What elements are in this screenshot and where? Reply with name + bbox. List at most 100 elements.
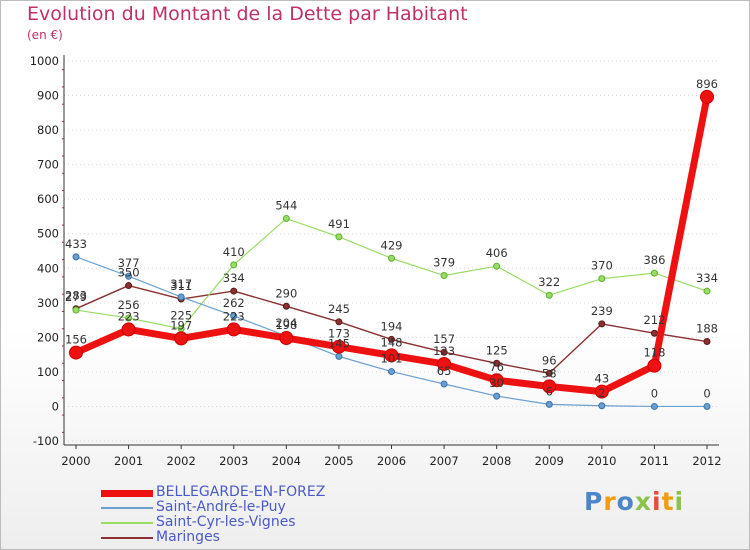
legend-label: Saint-Cyr-les-Vignes [156,514,296,530]
data-label: 145 [328,336,350,350]
legend-swatch [101,507,153,509]
data-label: 223 [223,309,245,323]
data-label: 379 [433,256,455,270]
data-point [384,348,399,363]
data-point [174,331,189,346]
data-point [282,215,290,223]
y-tick-label: 600 [37,192,59,206]
data-point [230,312,238,320]
data-point [493,392,501,400]
data-point [388,335,395,343]
data-label: 194 [381,319,403,333]
proxiti-logo: Proxiti [584,487,685,516]
data-point [72,306,80,314]
y-tick-label: 1000 [30,54,59,68]
data-label: 322 [538,275,560,289]
data-label: 406 [486,246,508,260]
data-point [125,314,133,322]
data-point [650,269,658,277]
data-point [282,302,290,310]
data-label: 223 [118,309,140,323]
y-tick-label: 800 [37,123,59,137]
data-point [69,345,83,360]
data-label: 262 [223,296,245,310]
data-label: 58 [542,366,557,380]
x-tick-label: 2008 [482,454,511,468]
legend-swatch [101,489,153,497]
x-tick-label: 2009 [535,454,564,468]
data-point [703,402,711,410]
legend-swatch [101,522,153,524]
data-label: 65 [437,364,452,378]
y-tick-label: 0 [52,399,59,413]
chart-title: Evolution du Montant de la Dette par Hab… [27,3,468,25]
data-label: 544 [275,199,297,213]
y-tick-label: 300 [37,296,59,310]
x-tick-label: 2005 [324,454,353,468]
data-point [703,287,711,295]
data-point [125,272,133,280]
x-tick-label: 2002 [167,454,196,468]
x-tick-label: 2004 [272,454,301,468]
y-tick-label: 200 [37,330,59,344]
data-label: 76 [489,360,504,374]
data-label: 0 [703,386,710,400]
x-tick-label: 2007 [429,454,458,468]
data-point [226,322,241,337]
data-point [331,339,346,354]
data-label: 148 [381,335,403,349]
data-point [279,331,294,346]
data-point [542,379,557,394]
data-label: 101 [381,352,403,366]
data-point [594,384,609,399]
x-tick-label: 2010 [587,454,616,468]
y-tick-label: 900 [37,89,59,103]
data-label: 96 [542,353,557,367]
legend-swatch [101,537,153,539]
data-label: 225 [170,309,192,323]
data-point [598,275,606,283]
legend-label: Saint-André-le-Puy [156,499,286,515]
data-label: 279 [65,290,87,304]
data-label: 43 [595,372,610,386]
data-point [388,368,395,376]
data-point [388,254,395,262]
data-point [650,402,658,410]
data-label: 197 [170,318,192,332]
data-label: 311 [170,279,192,293]
data-point [493,262,501,270]
data-label: 173 [328,327,350,341]
data-label: 377 [118,256,140,270]
x-tick-label: 2011 [640,454,669,468]
data-label: 283 [65,289,87,303]
data-label: 6 [546,384,553,398]
data-label: 212 [643,313,665,327]
data-point [437,356,452,371]
data-label: 125 [486,343,508,357]
data-point [545,400,553,408]
x-tick-label: 2001 [114,454,143,468]
data-point [230,261,238,269]
data-point [121,322,136,337]
data-point [598,402,606,410]
y-tick-label: 100 [37,365,59,379]
y-tick-label: 700 [37,158,59,172]
data-label: 239 [591,304,613,318]
data-point [125,282,133,290]
data-point [545,369,553,377]
data-label: 198 [275,318,297,332]
data-point [703,338,711,346]
data-label: 188 [696,322,718,336]
data-label: 2 [598,386,605,400]
x-tick-label: 2003 [219,454,248,468]
data-label: 491 [328,217,350,231]
data-label: 433 [65,237,87,251]
data-label: 118 [643,346,665,360]
data-point [598,320,606,328]
legend-label: Maringes [156,529,220,545]
data-point [650,329,658,337]
y-tick-label: -100 [33,434,59,448]
data-point [335,318,343,326]
x-tick-label: 2000 [61,454,90,468]
